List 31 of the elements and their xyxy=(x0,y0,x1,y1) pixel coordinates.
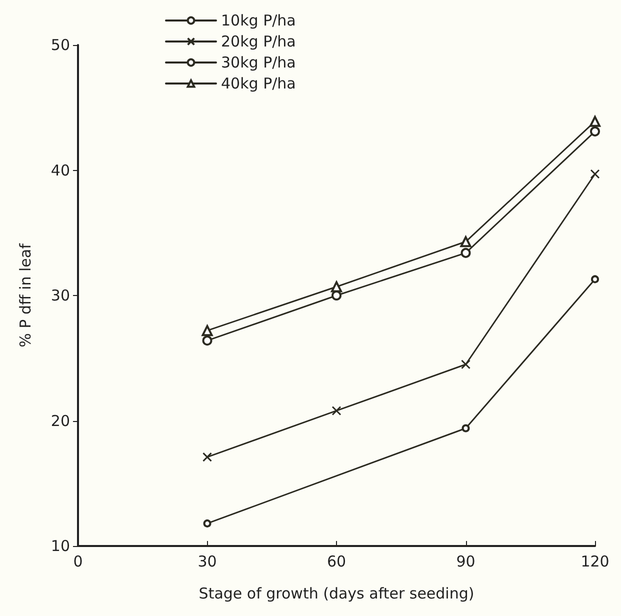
legend-label: 20kg P/ha xyxy=(221,32,296,50)
x-tick-label: 0 xyxy=(73,552,83,570)
y-tick-label: 40 xyxy=(50,161,70,180)
point xyxy=(590,126,600,136)
y-tick-label: 20 xyxy=(50,412,70,430)
point xyxy=(332,406,342,416)
point xyxy=(590,169,600,179)
point xyxy=(202,325,213,336)
y-axis-title: % P dff in leaf xyxy=(16,242,34,348)
x-tick-label: 90 xyxy=(456,552,476,570)
x-tick-label: 120 xyxy=(580,552,610,570)
point xyxy=(331,281,342,292)
point xyxy=(460,236,472,248)
point xyxy=(591,275,599,284)
point xyxy=(203,519,212,528)
x-axis-title: Stage of growth (days after seeding) xyxy=(198,584,474,602)
point xyxy=(332,290,342,300)
x-tick-label: 30 xyxy=(198,552,217,570)
point xyxy=(202,336,212,346)
legend-label: 30kg P/ha xyxy=(221,54,296,72)
point xyxy=(590,116,600,127)
point xyxy=(461,360,470,370)
y-tick-label: 30 xyxy=(50,286,70,304)
point xyxy=(460,248,471,258)
legend-label: 40kg P/ha xyxy=(221,74,296,92)
point xyxy=(462,424,470,432)
legend-label: 10kg P/ha xyxy=(221,12,296,30)
x-tick-label: 60 xyxy=(326,552,346,570)
y-tick-label: 50 xyxy=(50,36,70,54)
point xyxy=(202,452,212,462)
y-tick-label: 10 xyxy=(50,537,70,555)
